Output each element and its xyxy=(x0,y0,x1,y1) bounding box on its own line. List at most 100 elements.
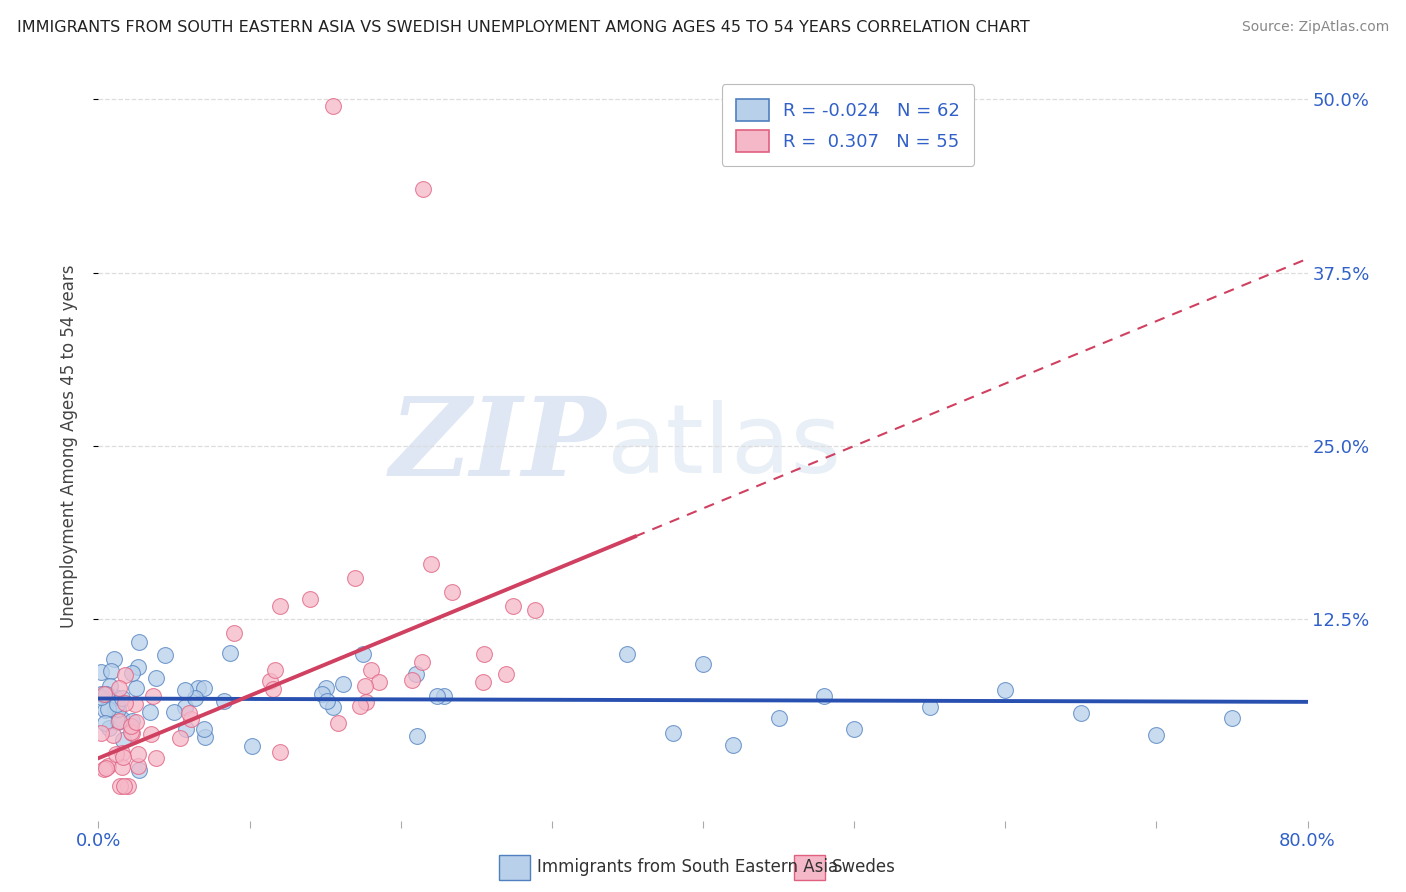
Point xyxy=(1144,728,1167,742)
Point xyxy=(360,664,382,678)
Text: Immigrants from South Eastern Asia: Immigrants from South Eastern Asia xyxy=(537,858,838,877)
Point xyxy=(97,721,120,735)
Point xyxy=(1220,711,1243,725)
Point xyxy=(124,697,146,711)
Point xyxy=(354,695,377,709)
Point xyxy=(212,694,235,708)
Point xyxy=(349,699,371,714)
Point xyxy=(269,745,291,759)
Point xyxy=(103,652,125,666)
Bar xyxy=(794,855,825,880)
Point xyxy=(174,683,197,698)
Point xyxy=(139,727,162,741)
Point xyxy=(96,761,118,775)
Point xyxy=(174,700,197,714)
Point xyxy=(120,725,142,739)
Point xyxy=(495,666,517,681)
Point xyxy=(117,779,139,793)
Point xyxy=(114,779,136,793)
Point xyxy=(240,739,263,753)
Point xyxy=(179,706,201,720)
Point xyxy=(105,697,128,711)
Point xyxy=(194,730,217,744)
Point xyxy=(110,779,132,793)
Legend: R = -0.024   N = 62, R =  0.307   N = 55: R = -0.024 N = 62, R = 0.307 N = 55 xyxy=(721,84,974,166)
Point xyxy=(145,671,167,685)
Point xyxy=(219,646,242,660)
Point xyxy=(426,689,449,703)
Point xyxy=(344,571,367,585)
Text: IMMIGRANTS FROM SOUTH EASTERN ASIA VS SWEDISH UNEMPLOYMENT AMONG AGES 45 TO 54 Y: IMMIGRANTS FROM SOUTH EASTERN ASIA VS SW… xyxy=(17,20,1029,35)
Point xyxy=(813,689,835,703)
Bar xyxy=(499,855,530,880)
Point xyxy=(121,666,143,681)
Point xyxy=(224,626,246,640)
Point xyxy=(994,683,1017,698)
Point xyxy=(502,599,524,613)
Text: ZIP: ZIP xyxy=(389,392,606,500)
Point xyxy=(145,751,167,765)
Point xyxy=(262,682,284,697)
Point xyxy=(433,690,456,704)
Point xyxy=(405,729,427,743)
Text: Swedes: Swedes xyxy=(832,858,896,877)
Point xyxy=(401,673,423,688)
Point xyxy=(412,182,434,196)
Point xyxy=(121,725,143,739)
Point xyxy=(93,716,115,731)
Point xyxy=(440,585,463,599)
Point xyxy=(367,675,389,690)
Point xyxy=(474,647,496,661)
Point xyxy=(114,667,136,681)
Point xyxy=(112,732,135,747)
Point xyxy=(193,722,215,736)
Point xyxy=(163,706,186,720)
Point xyxy=(97,759,120,773)
Point xyxy=(107,702,129,716)
Point xyxy=(316,693,339,707)
Point xyxy=(322,700,344,714)
Point xyxy=(128,764,150,778)
Point xyxy=(420,557,443,571)
Point xyxy=(661,726,683,740)
Point xyxy=(93,703,115,717)
Point xyxy=(692,657,714,671)
Point xyxy=(125,681,148,695)
Point xyxy=(121,714,143,728)
Point xyxy=(127,747,149,761)
Point xyxy=(90,687,112,701)
Point xyxy=(299,591,322,606)
Point xyxy=(723,738,745,752)
Point xyxy=(918,700,941,714)
Point xyxy=(107,715,129,730)
Point xyxy=(111,760,134,774)
Point xyxy=(104,690,127,705)
Point xyxy=(352,648,374,662)
Point xyxy=(354,679,377,693)
Point xyxy=(269,599,291,613)
Y-axis label: Unemployment Among Ages 45 to 54 years: Unemployment Among Ages 45 to 54 years xyxy=(59,264,77,628)
Point xyxy=(264,663,287,677)
Point xyxy=(616,647,638,661)
Point xyxy=(1070,706,1092,720)
Point xyxy=(169,731,191,745)
Point xyxy=(315,681,337,695)
Text: atlas: atlas xyxy=(606,400,841,492)
Point xyxy=(120,719,142,733)
Point xyxy=(105,747,128,761)
Point xyxy=(332,677,354,691)
Point xyxy=(184,691,207,706)
Point xyxy=(311,687,333,701)
Point xyxy=(108,681,131,696)
Point xyxy=(108,714,131,728)
Point xyxy=(405,666,427,681)
Point xyxy=(111,746,134,760)
Text: Source: ZipAtlas.com: Source: ZipAtlas.com xyxy=(1241,20,1389,34)
Point xyxy=(844,722,866,736)
Point xyxy=(98,679,121,693)
Point xyxy=(322,99,344,113)
Point xyxy=(103,728,125,742)
Point xyxy=(96,687,118,701)
Point xyxy=(411,655,433,669)
Point xyxy=(174,722,197,736)
